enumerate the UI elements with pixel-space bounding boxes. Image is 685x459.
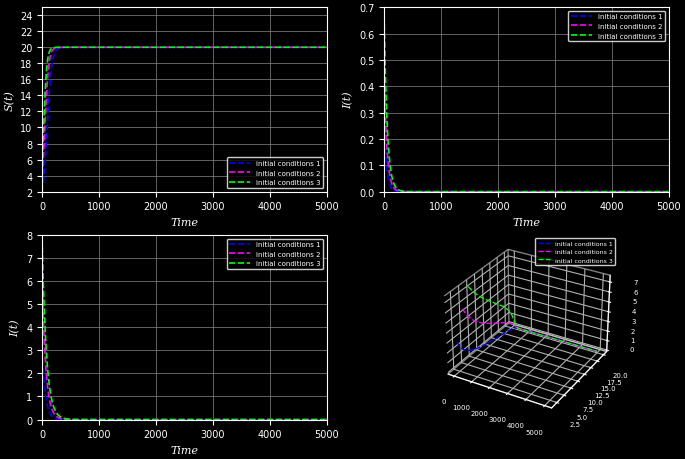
initial conditions 1 — [511, 190, 519, 195]
initial conditions 1 — [169, 45, 177, 51]
initial conditions 3 — [656, 190, 664, 195]
initial conditions 2 — [38, 284, 47, 289]
initial conditions 2 — [314, 417, 323, 422]
initial conditions 1 — [38, 190, 47, 195]
initial conditions 2 — [314, 45, 323, 51]
Legend: initial conditions 1, initial conditions 2, initial conditions 3: initial conditions 1, initial conditions… — [535, 239, 615, 265]
initial conditions 3 — [314, 45, 323, 51]
initial conditions 3 — [177, 45, 185, 51]
initial conditions 1 — [177, 417, 185, 422]
initial conditions 2 — [314, 45, 323, 51]
initial conditions 2 — [53, 46, 61, 51]
X-axis label: Time: Time — [171, 218, 199, 227]
initial conditions 1 — [519, 190, 527, 195]
Legend: initial conditions 1, initial conditions 2, initial conditions 3: initial conditions 1, initial conditions… — [569, 11, 665, 42]
Legend: initial conditions 1, initial conditions 2, initial conditions 3: initial conditions 1, initial conditions… — [227, 158, 323, 189]
initial conditions 3 — [53, 45, 61, 51]
initial conditions 1 — [169, 417, 177, 422]
initial conditions 2 — [169, 417, 177, 422]
initial conditions 2 — [323, 417, 331, 422]
Line: initial conditions 3: initial conditions 3 — [42, 48, 327, 160]
initial conditions 1 — [380, 111, 388, 116]
initial conditions 2 — [53, 414, 61, 420]
initial conditions 3 — [656, 190, 664, 195]
initial conditions 2 — [177, 417, 185, 422]
initial conditions 2 — [314, 417, 323, 422]
Line: initial conditions 1: initial conditions 1 — [42, 48, 327, 192]
initial conditions 1 — [664, 190, 673, 195]
initial conditions 1 — [395, 189, 403, 195]
initial conditions 1 — [314, 45, 323, 51]
initial conditions 1 — [604, 190, 612, 195]
initial conditions 3 — [604, 190, 612, 195]
initial conditions 1 — [53, 48, 61, 53]
initial conditions 3 — [53, 411, 61, 416]
Y-axis label: S(t): S(t) — [4, 90, 14, 111]
initial conditions 3 — [99, 45, 108, 51]
initial conditions 2 — [177, 45, 185, 51]
X-axis label: Time: Time — [171, 445, 199, 455]
initial conditions 1 — [314, 417, 323, 422]
initial conditions 1 — [323, 417, 331, 422]
initial conditions 2 — [262, 417, 271, 422]
Line: initial conditions 2: initial conditions 2 — [42, 48, 327, 176]
initial conditions 2 — [380, 71, 388, 77]
initial conditions 2 — [511, 190, 519, 195]
initial conditions 3 — [511, 190, 519, 195]
Line: initial conditions 2: initial conditions 2 — [384, 74, 669, 192]
initial conditions 3 — [395, 188, 403, 193]
initial conditions 1 — [656, 190, 664, 195]
initial conditions 2 — [656, 190, 664, 195]
initial conditions 1 — [127, 45, 135, 51]
Y-axis label: I(t): I(t) — [10, 319, 21, 336]
initial conditions 3 — [314, 45, 323, 51]
initial conditions 3 — [380, 13, 388, 19]
initial conditions 3 — [169, 45, 177, 51]
initial conditions 2 — [169, 45, 177, 51]
initial conditions 3 — [38, 244, 47, 250]
initial conditions 3 — [323, 417, 331, 422]
initial conditions 3 — [314, 417, 323, 422]
initial conditions 1 — [314, 417, 323, 422]
initial conditions 1 — [262, 45, 271, 51]
Y-axis label: I(t): I(t) — [343, 91, 353, 109]
Line: initial conditions 3: initial conditions 3 — [384, 16, 669, 192]
initial conditions 2 — [38, 174, 47, 179]
initial conditions 3 — [38, 157, 47, 163]
initial conditions 1 — [323, 45, 331, 51]
initial conditions 2 — [110, 45, 119, 51]
X-axis label: Time: Time — [512, 218, 540, 227]
initial conditions 2 — [604, 190, 612, 195]
initial conditions 1 — [53, 416, 61, 422]
initial conditions 1 — [38, 348, 47, 353]
initial conditions 1 — [314, 45, 323, 51]
initial conditions 2 — [262, 45, 271, 51]
Line: initial conditions 3: initial conditions 3 — [42, 247, 327, 420]
initial conditions 2 — [664, 190, 673, 195]
initial conditions 1 — [262, 417, 271, 422]
initial conditions 2 — [656, 190, 664, 195]
initial conditions 3 — [664, 190, 673, 195]
initial conditions 2 — [395, 189, 403, 194]
initial conditions 2 — [519, 190, 527, 195]
Legend: initial conditions 1, initial conditions 2, initial conditions 3: initial conditions 1, initial conditions… — [227, 239, 323, 270]
Line: initial conditions 1: initial conditions 1 — [42, 351, 327, 420]
initial conditions 1 — [177, 45, 185, 51]
initial conditions 3 — [519, 190, 527, 195]
initial conditions 1 — [656, 190, 664, 195]
initial conditions 3 — [323, 45, 331, 51]
initial conditions 3 — [169, 417, 177, 422]
Line: initial conditions 1: initial conditions 1 — [384, 113, 669, 192]
Line: initial conditions 2: initial conditions 2 — [42, 286, 327, 420]
initial conditions 3 — [314, 417, 323, 422]
initial conditions 3 — [262, 45, 271, 51]
initial conditions 3 — [262, 417, 271, 422]
initial conditions 2 — [323, 45, 331, 51]
initial conditions 3 — [177, 417, 185, 422]
